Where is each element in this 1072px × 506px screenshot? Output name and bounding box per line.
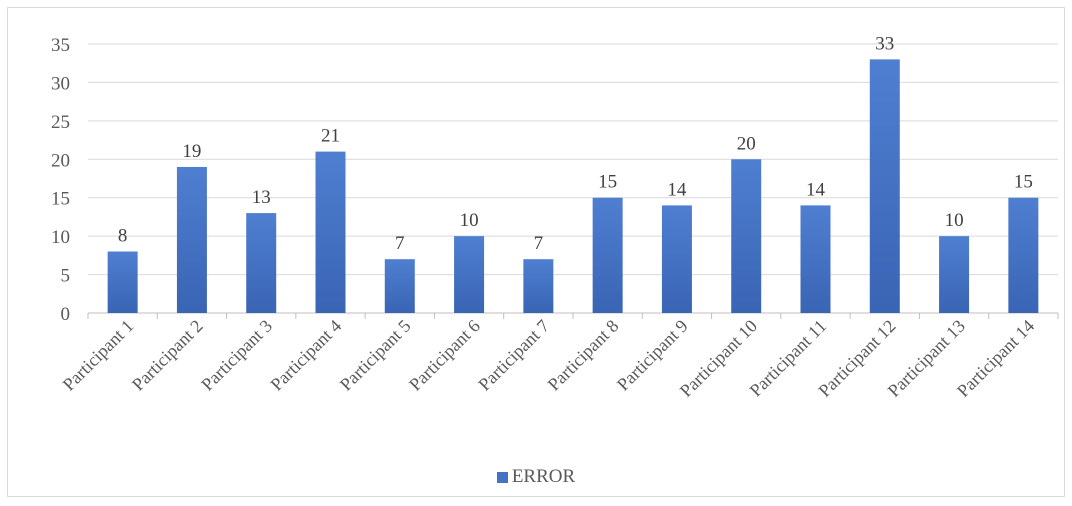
x-category-label: Participant 2 [128, 316, 207, 395]
x-category-label: Participant 4 [266, 316, 345, 395]
bar [731, 159, 762, 313]
y-tick-label: 15 [51, 189, 70, 210]
y-tick-label: 30 [51, 73, 70, 94]
bar [939, 236, 970, 313]
y-tick-label: 35 [51, 35, 70, 56]
bar [384, 259, 415, 313]
bar [800, 205, 831, 313]
bar [315, 151, 346, 313]
data-label: 13 [252, 187, 271, 208]
x-category-label: Participant 7 [474, 316, 553, 395]
data-label: 8 [118, 226, 128, 247]
legend-label: ERROR [511, 466, 576, 487]
y-tick-label: 20 [51, 150, 70, 171]
y-tick-label: 0 [61, 304, 71, 325]
data-label: 15 [1014, 172, 1033, 193]
bar [523, 259, 554, 313]
bar [592, 197, 623, 313]
data-labels: 8 19 13 21 7 10 7 15 14 20 14 33 10 15 [118, 33, 1033, 254]
y-tick-label: 10 [51, 227, 70, 248]
bar [176, 166, 207, 313]
data-label: 10 [945, 210, 964, 231]
data-label: 15 [598, 172, 617, 193]
x-category-label: Participant 5 [336, 316, 415, 395]
data-label: 14 [667, 179, 687, 200]
x-category-label: Participant 1 [59, 316, 138, 395]
data-label: 20 [737, 133, 756, 154]
y-tick-label: 5 [61, 266, 71, 287]
data-label: 7 [534, 233, 544, 254]
bars [107, 59, 1039, 313]
bar [661, 205, 692, 313]
x-category-label: Participant 8 [544, 316, 623, 395]
data-label: 14 [806, 179, 826, 200]
gridlines [87, 43, 1059, 319]
data-label: 7 [395, 233, 405, 254]
legend-swatch [496, 471, 508, 483]
bar [454, 236, 485, 313]
bar [1008, 197, 1039, 313]
y-axis-ticks: 0 5 10 15 20 25 30 35 [51, 35, 70, 325]
y-tick-label: 25 [51, 112, 70, 133]
bar [246, 213, 277, 313]
data-label: 19 [182, 141, 201, 162]
x-category-label: Participant 3 [197, 316, 276, 395]
bar [107, 251, 138, 313]
bar [869, 59, 900, 313]
x-category-label: Participant 6 [405, 316, 484, 395]
data-label: 33 [875, 33, 894, 54]
data-label: 21 [321, 126, 340, 147]
legend: ERROR [0, 466, 1072, 488]
data-label: 10 [460, 210, 479, 231]
